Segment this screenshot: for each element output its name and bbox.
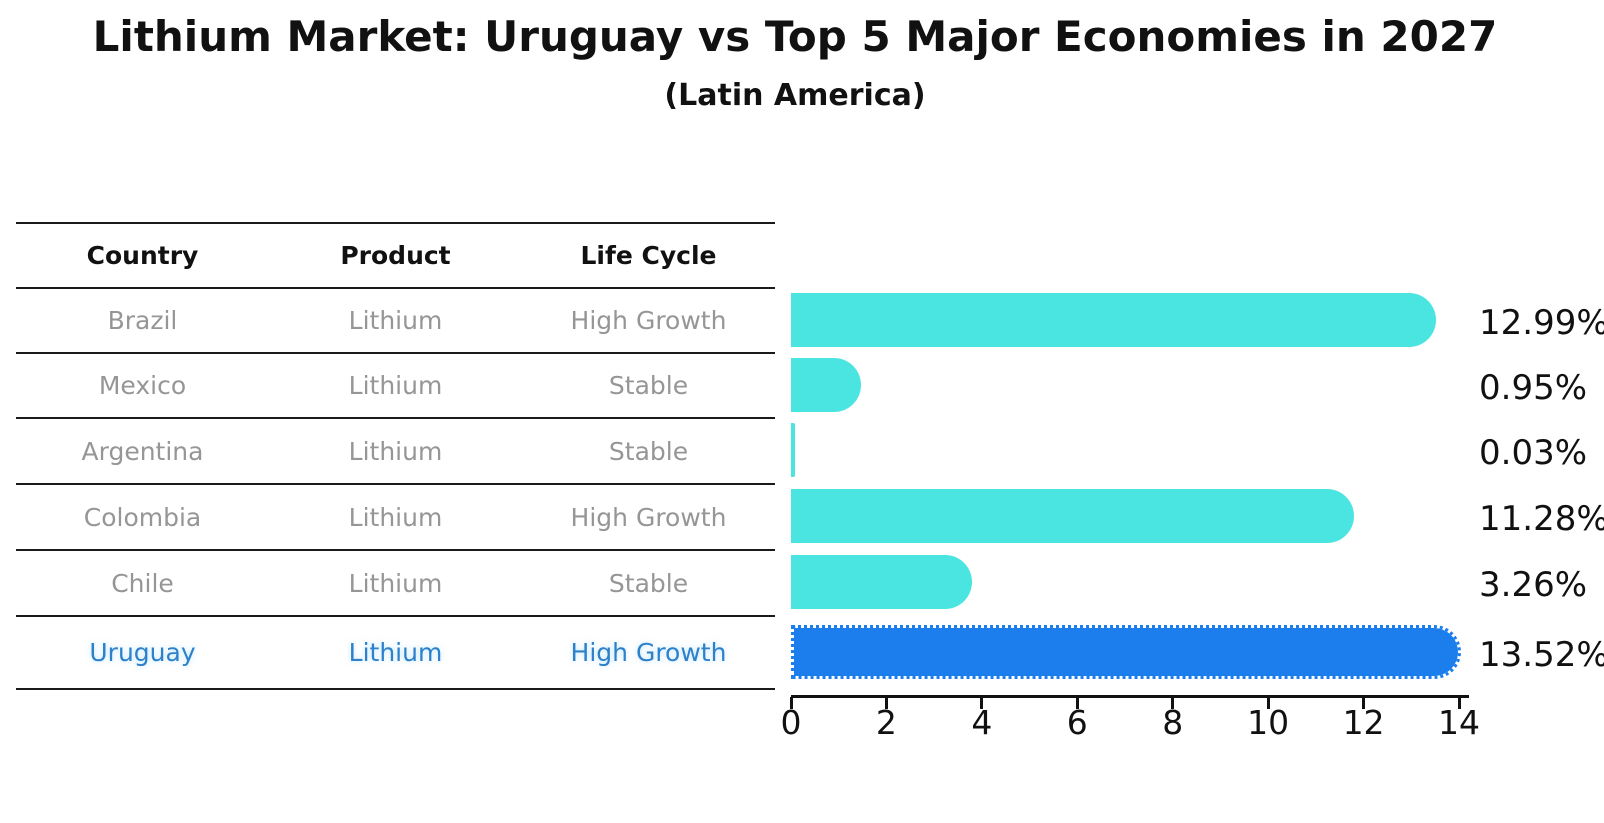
x-tick-mark [1075, 697, 1079, 709]
chart-title: Lithium Market: Uruguay vs Top 5 Major E… [92, 12, 1498, 61]
x-tick-label: 0 [780, 703, 802, 742]
cell-product: Lithium [348, 436, 443, 466]
bar-colombia [791, 489, 1355, 543]
bar-mexico [791, 357, 862, 412]
cell-country: Chile [111, 568, 174, 598]
cell-country: Mexico [98, 371, 187, 400]
x-tick-label: 6 [1066, 703, 1088, 742]
table-row-argentina: Argentina Lithium Stable [16, 417, 775, 483]
table-row-uruguay: Uruguay Lithium High Growth [16, 615, 775, 688]
cell-life-cycle: High Growth [570, 638, 727, 667]
x-tick-label: 2 [875, 703, 897, 742]
bar-value-label-colombia: 11.28% [1479, 499, 1604, 539]
x-tick-label: 10 [1247, 703, 1290, 742]
cell-product: Lithium [348, 568, 443, 598]
bar-value-label-argentina: 0.03% [1479, 433, 1588, 473]
x-tick-label: 12 [1342, 703, 1385, 742]
x-axis-line [791, 695, 1469, 698]
cell-life-cycle: Stable [608, 436, 689, 466]
column-header-life-cycle: Life Cycle [580, 241, 717, 270]
cell-country: Brazil [107, 306, 178, 335]
cell-country: Uruguay [89, 638, 196, 667]
cell-country: Colombia [83, 502, 202, 532]
table-row-chile: Chile Lithium Stable [16, 549, 775, 615]
table-row-mexico: Mexico Lithium Stable [16, 352, 775, 417]
x-tick-label: 8 [1162, 703, 1184, 742]
table-row-colombia: Colombia Lithium High Growth [16, 483, 775, 549]
cell-life-cycle: High Growth [570, 502, 727, 532]
x-tick-mark [884, 697, 888, 709]
cell-product: Lithium [348, 306, 443, 335]
cell-product: Lithium [348, 638, 443, 667]
bar-argentina [791, 423, 796, 477]
x-tick-mark [789, 697, 793, 709]
bar-value-label-chile: 3.26% [1479, 565, 1588, 605]
country-table: Country Product Life Cycle Brazil Lithium… [16, 222, 775, 690]
cell-life-cycle: High Growth [570, 306, 727, 335]
cell-life-cycle: Stable [608, 568, 689, 598]
cell-country: Argentina [81, 436, 204, 466]
bar-value-label-mexico: 0.95% [1479, 367, 1588, 408]
bar-value-label-brazil: 12.99% [1479, 302, 1604, 343]
x-tick-mark [980, 697, 984, 709]
x-tick-mark [1266, 697, 1270, 709]
chart-subtitle: (Latin America) [664, 78, 926, 113]
x-tick-label: 4 [971, 703, 993, 742]
bar-brazil [791, 292, 1436, 347]
bar-value-label-uruguay: 13.52% [1479, 634, 1604, 675]
table-body: Brazil Lithium High Growth Mexico Lithium Sta… [16, 287, 775, 688]
column-header-product: Product [340, 241, 451, 270]
cell-life-cycle: Stable [608, 371, 689, 400]
column-header-country: Country [86, 241, 199, 270]
x-tick-mark [1457, 697, 1461, 709]
bar-uruguay [791, 624, 1462, 679]
cell-product: Lithium [348, 502, 443, 532]
table-header-row: Country Product Life Cycle [16, 222, 775, 287]
bar-chile [791, 555, 972, 609]
x-tick-mark [1171, 697, 1175, 709]
cell-product: Lithium [348, 371, 443, 400]
table-row-brazil: Brazil Lithium High Growth [16, 287, 775, 352]
x-tick-mark [1362, 697, 1366, 709]
x-tick-label: 14 [1438, 703, 1480, 742]
